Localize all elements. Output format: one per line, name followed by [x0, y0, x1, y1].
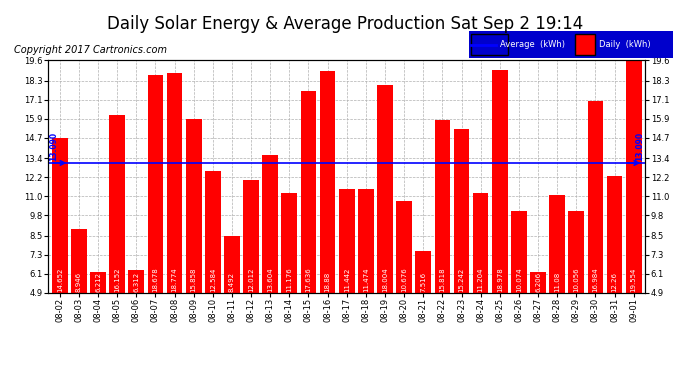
Text: 12.26: 12.26	[611, 272, 618, 292]
Bar	[377, 85, 393, 292]
Text: Copyright 2017 Cartronics.com: Copyright 2017 Cartronics.com	[14, 45, 167, 55]
Text: 18.88: 18.88	[324, 272, 331, 292]
Text: 11.176: 11.176	[286, 267, 293, 292]
Bar	[148, 75, 164, 292]
Bar	[319, 71, 335, 292]
Text: 8.492: 8.492	[229, 272, 235, 292]
Bar	[435, 120, 450, 292]
Text: 18.774: 18.774	[172, 267, 177, 292]
Text: Daily  (kWh): Daily (kWh)	[600, 40, 651, 49]
Text: 19.554: 19.554	[631, 267, 637, 292]
Bar	[128, 270, 144, 292]
Text: 13.090: 13.090	[635, 132, 644, 160]
Text: 11.204: 11.204	[477, 267, 484, 292]
Bar	[244, 180, 259, 292]
Bar	[511, 211, 526, 292]
Text: 6.312: 6.312	[133, 272, 139, 292]
Bar	[588, 101, 603, 292]
Bar	[262, 155, 278, 292]
Text: 18.004: 18.004	[382, 267, 388, 292]
Bar	[339, 189, 355, 292]
Text: 11.08: 11.08	[554, 272, 560, 292]
Text: 12.584: 12.584	[210, 267, 216, 292]
Bar	[282, 193, 297, 292]
Bar	[607, 176, 622, 292]
Bar	[569, 211, 584, 292]
Text: 16.984: 16.984	[593, 267, 598, 292]
Text: 16.152: 16.152	[114, 267, 120, 292]
Bar	[453, 129, 469, 292]
Text: 17.636: 17.636	[306, 267, 311, 292]
Bar	[415, 251, 431, 292]
Bar	[396, 201, 412, 292]
Text: Daily Solar Energy & Average Production Sat Sep 2 19:14: Daily Solar Energy & Average Production …	[107, 15, 583, 33]
Bar	[205, 171, 221, 292]
Bar	[52, 138, 68, 292]
Text: 15.858: 15.858	[190, 267, 197, 292]
Bar	[530, 272, 546, 292]
Bar	[90, 272, 106, 292]
Bar	[626, 61, 642, 292]
Bar	[301, 91, 316, 292]
Text: 6.212: 6.212	[95, 272, 101, 292]
Text: 10.074: 10.074	[516, 267, 522, 292]
Text: 11.442: 11.442	[344, 267, 350, 292]
Text: Average  (kWh): Average (kWh)	[500, 40, 564, 49]
Text: 18.978: 18.978	[497, 267, 503, 292]
Bar	[358, 189, 374, 292]
Text: 15.818: 15.818	[440, 267, 445, 292]
Text: 10.056: 10.056	[573, 267, 580, 292]
Bar	[224, 236, 240, 292]
Text: 12.012: 12.012	[248, 267, 254, 292]
Text: 14.652: 14.652	[57, 267, 63, 292]
Bar	[109, 114, 125, 292]
Text: 7.516: 7.516	[420, 272, 426, 292]
Text: 8.946: 8.946	[76, 272, 82, 292]
Bar	[167, 73, 182, 292]
Text: 13.604: 13.604	[267, 267, 273, 292]
Text: 18.678: 18.678	[152, 267, 159, 292]
Text: 6.206: 6.206	[535, 272, 541, 292]
Bar	[186, 119, 201, 292]
Bar	[473, 193, 489, 292]
Text: 10.676: 10.676	[401, 267, 407, 292]
Bar	[71, 228, 87, 292]
FancyBboxPatch shape	[575, 34, 595, 56]
Text: 13.090: 13.090	[50, 132, 59, 160]
FancyBboxPatch shape	[471, 34, 508, 56]
Bar	[492, 70, 508, 292]
Text: 11.474: 11.474	[363, 267, 369, 292]
Bar	[549, 195, 565, 292]
Text: 15.242: 15.242	[458, 267, 464, 292]
